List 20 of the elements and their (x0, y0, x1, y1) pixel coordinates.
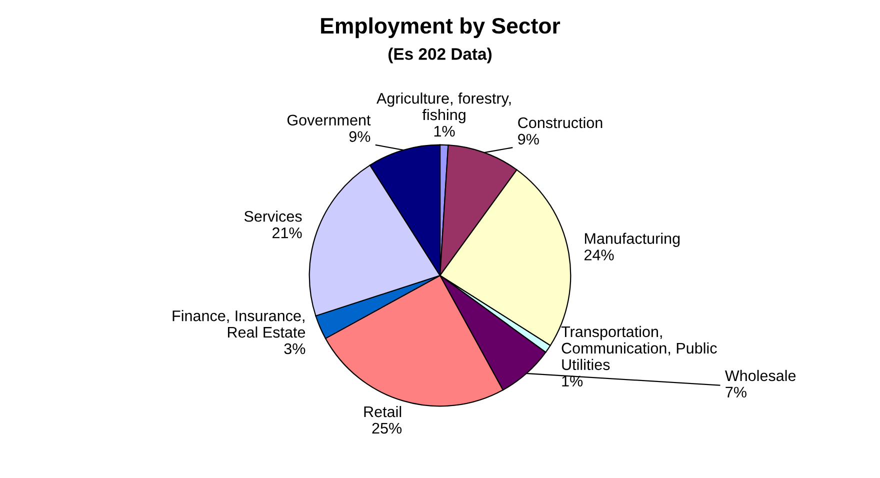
data-label: 9% (518, 134, 539, 145)
slice-label: Retail (364, 406, 402, 418)
data-label: 25% (372, 422, 402, 434)
slice-label: Manufacturing (584, 232, 680, 247)
slice-label: Services (244, 210, 302, 222)
data-label: 9% (349, 131, 370, 142)
slice-label: Agriculture, forestry, fishing (376, 92, 511, 124)
slice-label: Wholesale (724, 370, 796, 382)
data-label: 24% (584, 250, 614, 260)
data-label: 7% (726, 386, 746, 398)
slice-label: Transportation, Communication, Public Utilities (561, 326, 717, 370)
data-label: 21% (272, 227, 302, 238)
data-label: 1% (434, 126, 455, 137)
chart-title: Employment by Sector (321, 17, 560, 38)
data-label: 1% (562, 376, 583, 386)
slice-label: Construction (518, 116, 602, 128)
chart-subtitle: (Es 202 Data) (388, 48, 492, 64)
data-label: 3% (284, 343, 306, 354)
slice-label: Finance, Insurance, Real Estate (172, 310, 306, 338)
slice-label: Government (287, 114, 371, 126)
